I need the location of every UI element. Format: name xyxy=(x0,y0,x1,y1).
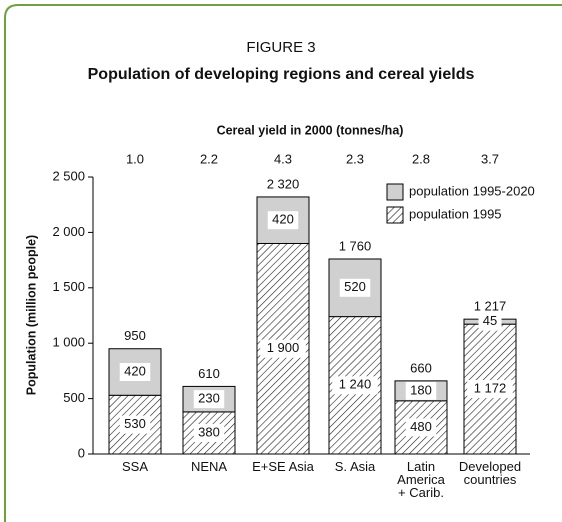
value-label: 420 xyxy=(272,212,294,227)
value-label: 230 xyxy=(198,391,220,406)
label-box xyxy=(478,312,502,331)
x-tick-line: E+SE Asia xyxy=(252,459,315,474)
yield-label: 3.7 xyxy=(481,151,499,166)
frame xyxy=(4,4,562,522)
label-box xyxy=(267,211,299,230)
y-axis-label: Population (million people) xyxy=(24,235,38,395)
x-tick-label: E+SE Asia xyxy=(252,459,315,474)
y-tick-label: 0 xyxy=(78,445,85,460)
label-box xyxy=(467,380,513,399)
label-box xyxy=(405,418,437,437)
y-tick-label: 1 000 xyxy=(52,335,85,350)
value-label: 180 xyxy=(410,382,432,397)
total-label: 610 xyxy=(198,366,220,381)
chart-title: Population of developing regions and cer… xyxy=(88,66,475,83)
value-label: 420 xyxy=(124,363,146,378)
label-box xyxy=(193,390,225,409)
x-tick-label: NENA xyxy=(191,459,227,474)
total-label: 1 760 xyxy=(339,238,372,253)
x-tick-line: Developed xyxy=(459,459,521,474)
label-box xyxy=(119,415,151,434)
value-label: 480 xyxy=(410,419,432,434)
x-tick-line: + Carib. xyxy=(398,485,444,500)
x-tick-line: NENA xyxy=(191,459,227,474)
value-label: 45 xyxy=(483,313,497,328)
x-tick-line: countries xyxy=(464,472,517,487)
y-tick-label: 2 500 xyxy=(52,168,85,183)
value-label: 1 240 xyxy=(339,377,372,392)
legend-label: population 1995-2020 xyxy=(409,183,535,198)
value-label: 1 900 xyxy=(267,340,300,355)
legend-label: population 1995 xyxy=(409,206,502,221)
total-label: 660 xyxy=(410,360,432,375)
total-label: 950 xyxy=(124,328,146,343)
x-tick-label: S. Asia xyxy=(335,459,376,474)
y-tick-label: 2 000 xyxy=(52,224,85,239)
value-label: 1 172 xyxy=(474,381,507,396)
x-tick-label: Developed countries xyxy=(459,459,521,487)
subtitle: Cereal yield in 2000 (tonnes/ha) xyxy=(217,123,404,137)
label-box xyxy=(339,278,371,297)
label-box xyxy=(119,363,151,382)
legend-swatch xyxy=(386,206,404,224)
value-label: 520 xyxy=(344,279,366,294)
x-tick-label: SSA xyxy=(122,459,148,474)
yield-label: 2.2 xyxy=(200,151,218,166)
value-label: 380 xyxy=(198,424,220,439)
figure-label: FIGURE 3 xyxy=(246,39,315,56)
yield-label: 4.3 xyxy=(274,151,292,166)
value-label: 530 xyxy=(124,416,146,431)
total-label: 2 320 xyxy=(267,176,300,191)
yield-label: 1.0 xyxy=(126,151,144,166)
x-tick-line: S. Asia xyxy=(335,459,376,474)
legend-swatch xyxy=(386,183,404,201)
x-tick-line: America xyxy=(397,472,445,487)
label-box xyxy=(405,381,437,400)
x-tick-line: SSA xyxy=(122,459,148,474)
label-box xyxy=(260,339,306,358)
yield-label: 2.8 xyxy=(412,151,430,166)
x-tick-label: Latin America + Carib. xyxy=(397,459,445,500)
label-box xyxy=(332,376,378,395)
total-label: 1 217 xyxy=(474,299,507,314)
y-tick-label: 500 xyxy=(63,390,85,405)
yield-label: 2.3 xyxy=(346,151,364,166)
label-box xyxy=(193,423,225,442)
y-tick-label: 1 500 xyxy=(52,279,85,294)
x-tick-line: Latin xyxy=(407,459,435,474)
